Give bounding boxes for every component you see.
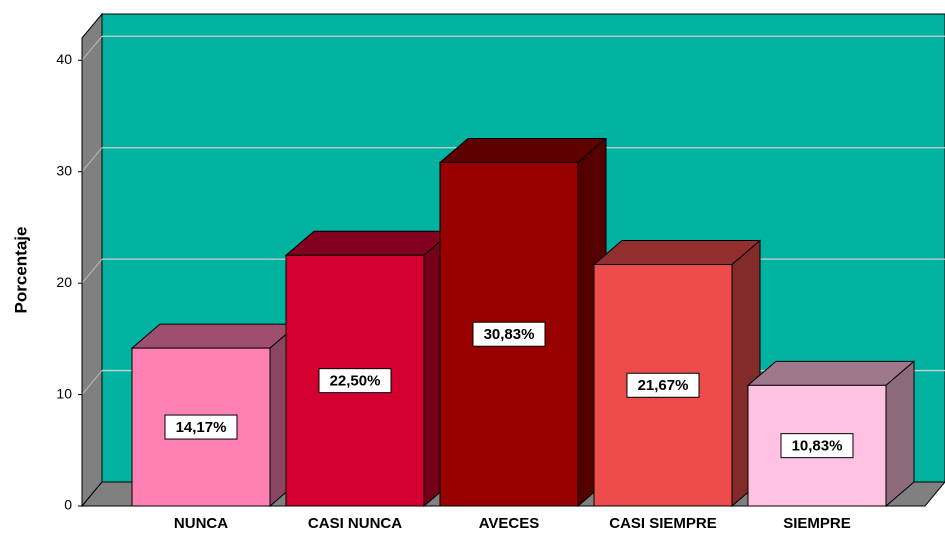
y-axis-label: Porcentaje	[11, 227, 30, 314]
y-tick-label: 30	[56, 162, 72, 178]
value-label: 30,83%	[484, 326, 535, 343]
value-label-box	[626, 372, 700, 398]
y-tick-label: 10	[56, 385, 72, 401]
value-label-box	[164, 414, 238, 440]
y-tick-label: 20	[56, 274, 72, 290]
x-tick-label: AVECES	[479, 515, 540, 532]
bar-top	[284, 230, 454, 256]
bar-top	[592, 240, 762, 266]
value-label-box	[472, 321, 546, 347]
bar-top	[438, 137, 608, 163]
y-tick-label: 0	[64, 497, 72, 513]
grid-line-side	[81, 370, 103, 395]
value-label: 21,67%	[638, 377, 689, 394]
x-tick-label: NUNCA	[174, 515, 228, 532]
x-tick-label: SIEMPRE	[783, 515, 851, 532]
value-label: 14,17%	[176, 419, 227, 436]
value-label: 22,50%	[330, 373, 381, 390]
bar-top	[746, 360, 916, 386]
bar-front	[593, 264, 733, 507]
x-tick-label: CASI NUNCA	[308, 515, 402, 532]
value-label-box	[318, 368, 392, 394]
left-wall	[81, 12, 103, 508]
y-tick-label: 40	[56, 51, 72, 67]
bar-top	[130, 323, 300, 349]
value-label-box	[780, 433, 854, 459]
bar-side	[885, 360, 915, 508]
value-label: 10,83%	[792, 438, 843, 455]
grid-line-side	[81, 147, 103, 173]
grid-line-side	[81, 35, 103, 61]
x-tick-label: CASI SIEMPRE	[609, 515, 717, 532]
grid-line-side	[81, 258, 103, 284]
